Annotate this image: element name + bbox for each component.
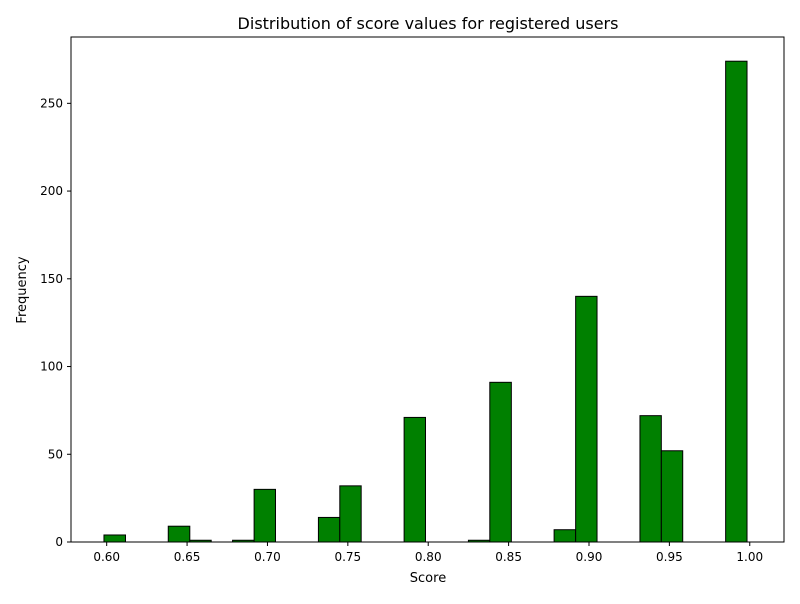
x-axis: 0.60 0.65 0.70 0.75 0.80 0.85 0.90 0.95 1.00 <box>93 542 763 564</box>
histogram-bar <box>725 60 748 543</box>
histogram-bar <box>575 295 598 543</box>
x-tick-label: 0.80 <box>415 550 442 564</box>
y-tick-label: 100 <box>40 360 63 374</box>
y-axis: 0 50 100 150 200 250 <box>40 96 71 549</box>
histogram-bar <box>553 529 577 543</box>
x-axis-label: Score <box>410 571 446 586</box>
y-tick-label: 200 <box>40 184 63 198</box>
x-tick-label: 0.95 <box>656 550 683 564</box>
x-tick-label: 0.65 <box>174 550 201 564</box>
histogram-bar <box>103 534 126 543</box>
bars-group <box>103 60 748 543</box>
histogram-bar <box>167 525 191 543</box>
y-tick-label: 250 <box>40 96 63 110</box>
y-axis-label: Frequency <box>15 256 30 323</box>
histogram-bar <box>403 416 426 543</box>
x-tick-label: 0.90 <box>576 550 603 564</box>
histogram-bar <box>317 516 341 543</box>
histogram-bar <box>660 450 684 543</box>
histogram-bar <box>339 485 362 543</box>
x-tick-label: 0.70 <box>254 550 281 564</box>
x-tick-label: 0.85 <box>495 550 522 564</box>
histogram-bar <box>489 381 512 543</box>
x-tick-label: 0.60 <box>93 550 120 564</box>
histogram-bar <box>639 415 662 543</box>
plot-frame <box>70 36 785 543</box>
x-tick-label: 1.00 <box>736 550 763 564</box>
x-tick-label: 0.75 <box>334 550 361 564</box>
y-tick-label: 50 <box>48 447 63 461</box>
chart-title: Distribution of score values for registe… <box>238 14 619 33</box>
y-tick-label: 150 <box>40 272 63 286</box>
y-tick-label: 0 <box>55 535 63 549</box>
histogram-bar <box>253 488 276 543</box>
